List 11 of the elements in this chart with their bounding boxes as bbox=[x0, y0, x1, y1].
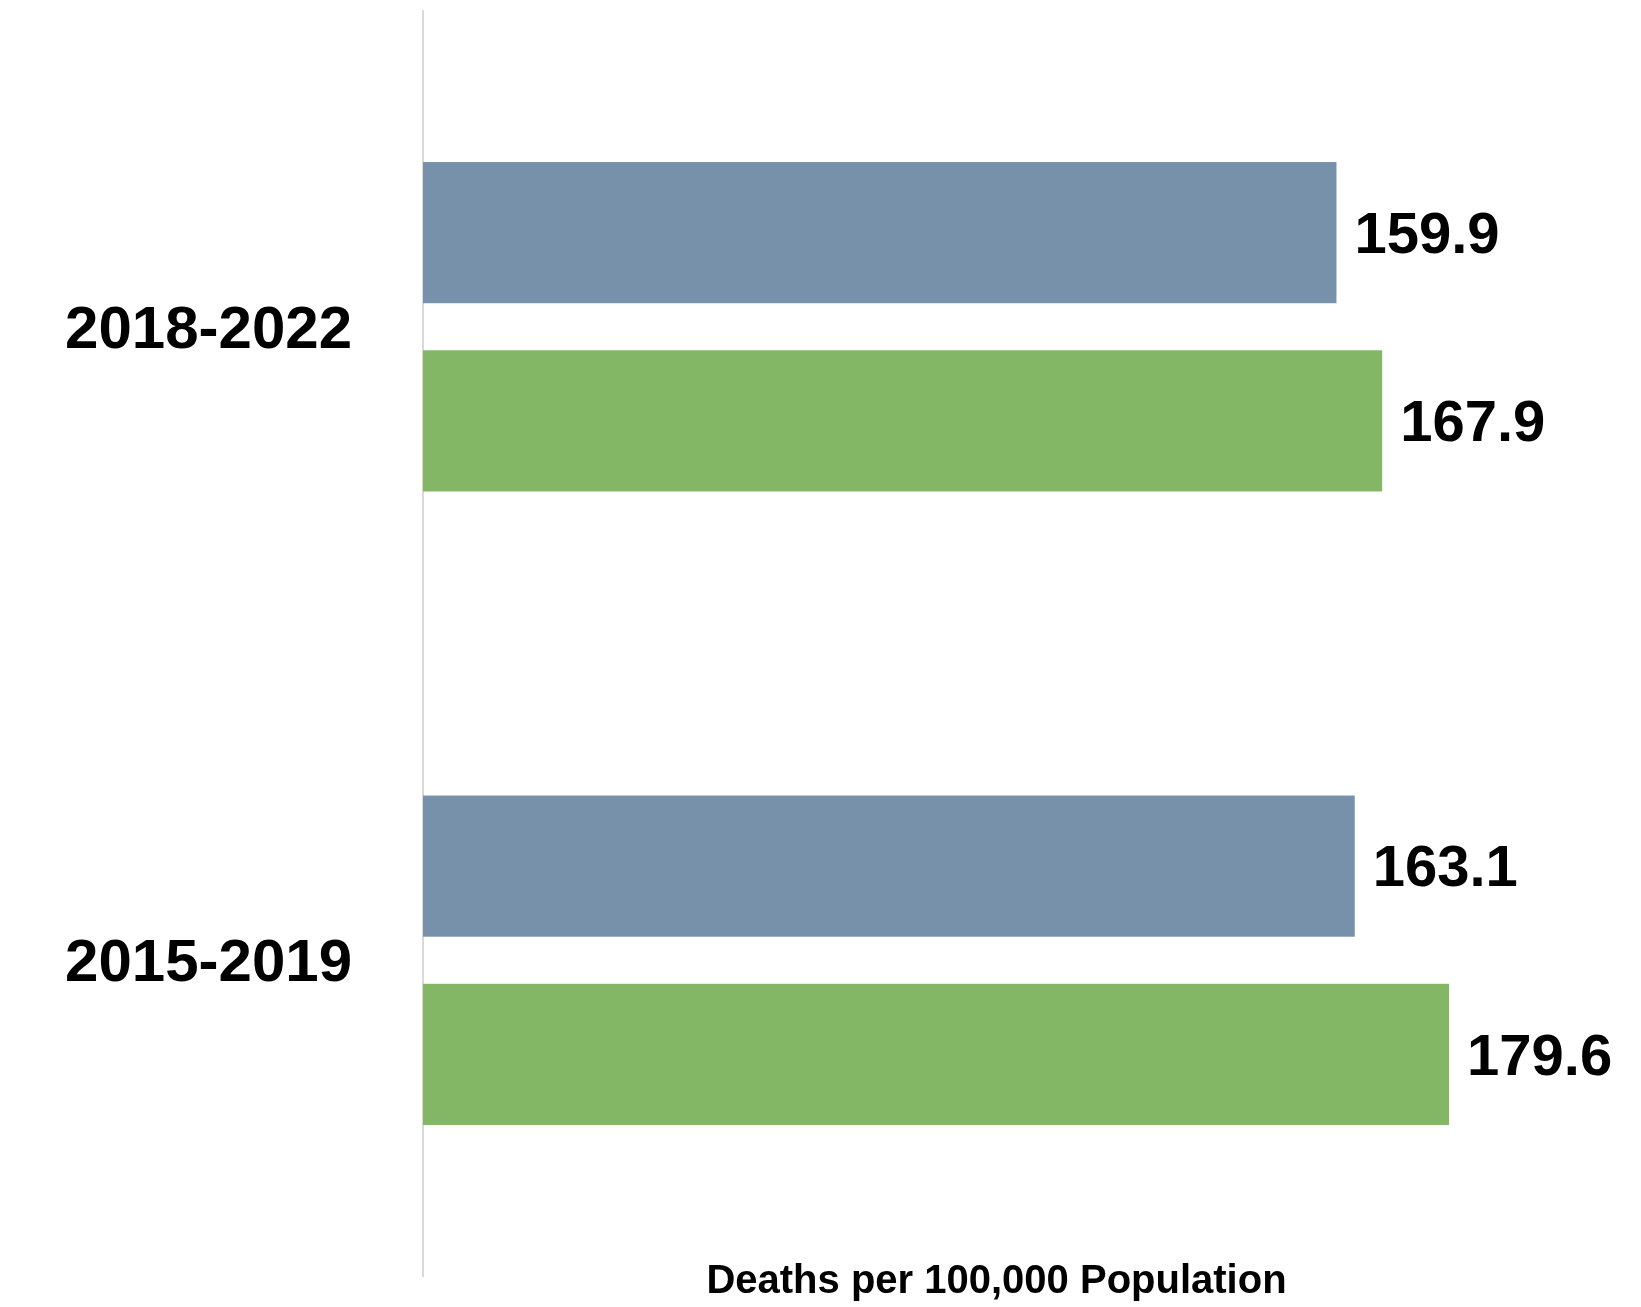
data-label: 159.9 bbox=[1354, 199, 1500, 265]
bar bbox=[423, 350, 1383, 492]
data-label: 163.1 bbox=[1372, 833, 1518, 899]
bar bbox=[423, 162, 1337, 304]
data-label: 167.9 bbox=[1400, 388, 1546, 454]
bar bbox=[423, 795, 1355, 937]
y-tick-label: 2015-2019 bbox=[65, 927, 352, 995]
y-tick-label: 2018-2022 bbox=[65, 293, 352, 361]
x-axis-title: Deaths per 100,000 Population bbox=[706, 1257, 1287, 1301]
bar bbox=[423, 983, 1449, 1125]
data-label: 179.6 bbox=[1467, 1021, 1613, 1087]
